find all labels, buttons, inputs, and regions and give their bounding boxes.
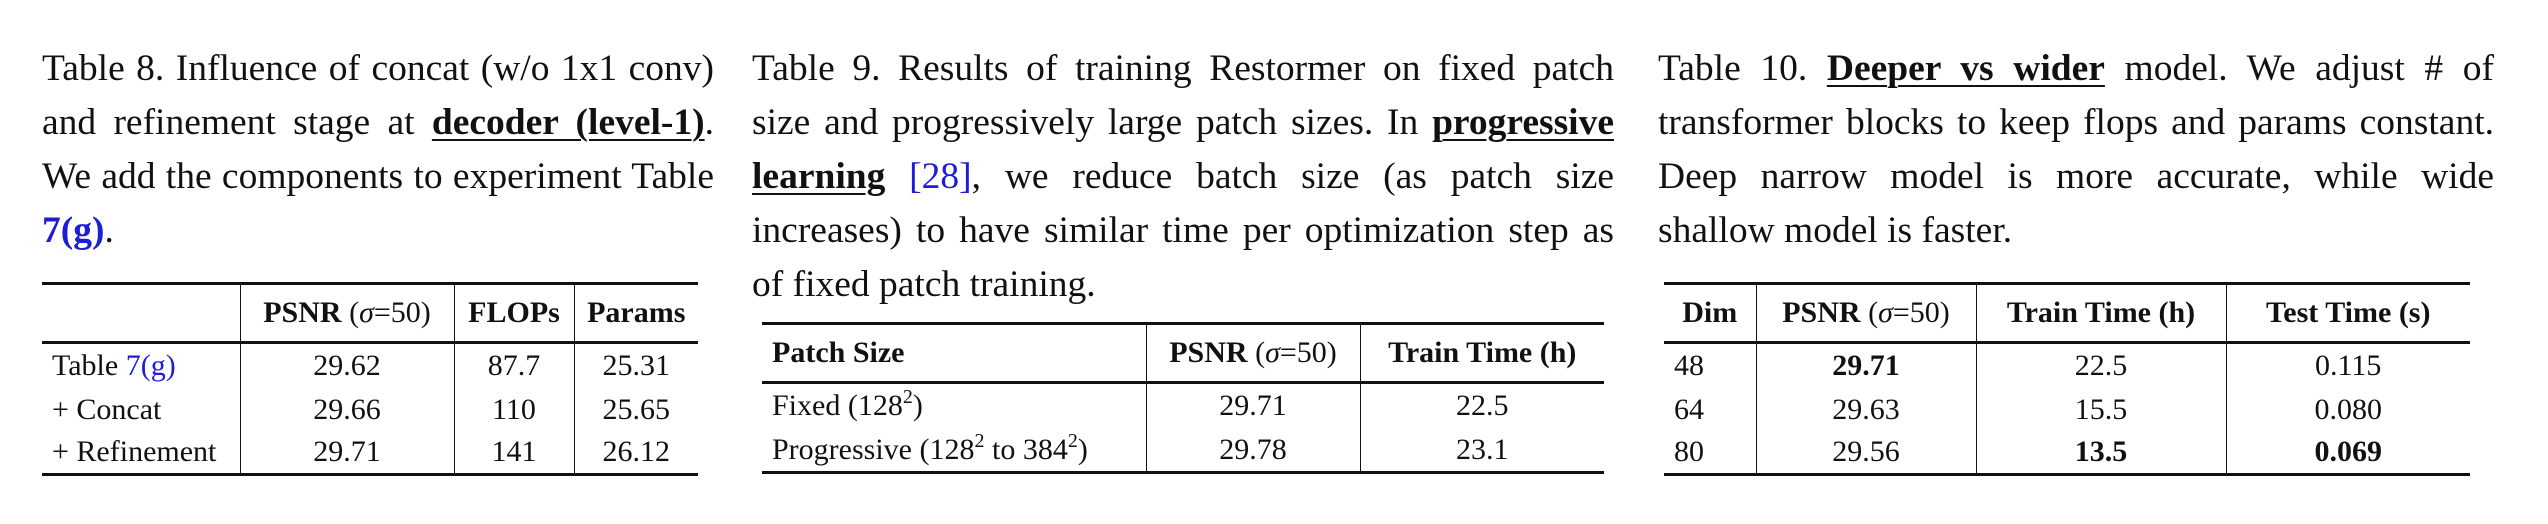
caption-bold: progressive learning	[752, 102, 1614, 197]
cell-params: 25.65	[602, 392, 671, 426]
table-row: Progressive (1282 to 3842) 29.78 23.1	[762, 428, 1604, 474]
cell-params: 25.31	[602, 349, 671, 383]
table10-block: Table 10. Deeper vs wider model. We adju…	[1658, 42, 2494, 476]
caption-text: , we reduce batch size (as patch size in…	[752, 156, 1615, 305]
cell-train-time: 13.5	[1976, 430, 2227, 476]
row-label: + Concat	[42, 388, 241, 431]
cell-psnr: 29.71	[1146, 382, 1361, 429]
table-row: Table 7(g) 29.62 87.7 25.31	[42, 342, 698, 389]
table10: Dim PSNR (σ=50) Train Time (h) Test Time…	[1664, 282, 2470, 476]
cell-train-time: 15.5	[1976, 388, 2227, 431]
header-train-time: Train Time (h)	[1976, 282, 2227, 344]
caption-text: Table 8. Influence of concat (w/o 1x1 co…	[42, 48, 714, 143]
cell-train-time: 22.5	[1456, 389, 1509, 423]
header-params: Params	[574, 282, 698, 344]
table9-block: Table 9. Results of training Restormer o…	[752, 42, 1614, 474]
table-row: 48 29.71 22.5 0.115	[1664, 342, 2470, 389]
citation-link[interactable]: [28]	[909, 156, 972, 197]
caption-text: Table 10.	[1658, 48, 1827, 89]
cell-test-time: 0.069	[2226, 430, 2470, 476]
row-label: Fixed (1282)	[762, 382, 1147, 429]
table8-block: Table 8. Influence of concat (w/o 1x1 co…	[42, 42, 714, 476]
header-train-time: Train Time (h)	[1360, 322, 1604, 384]
cell-dim: 48	[1664, 342, 1757, 389]
caption-text: . We add the components to experiment Ta…	[42, 102, 714, 197]
table9-caption: Table 9. Results of training Restormer o…	[752, 42, 1614, 312]
cell-dim: 80	[1664, 430, 1757, 476]
cell-psnr: 29.71	[240, 430, 455, 476]
table9: Patch Size PSNR (σ=50) Train Time (h) Fi…	[762, 322, 1604, 474]
header-empty	[42, 282, 241, 344]
table-row: 64 29.63 15.5 0.080	[1664, 388, 2470, 431]
header-psnr: PSNR (σ=50)	[1146, 322, 1361, 384]
cell-psnr: 29.56	[1756, 430, 1977, 476]
table-ref-link[interactable]: 7(g)	[42, 210, 105, 251]
cell-flops: 110	[454, 388, 575, 431]
caption-text: .	[104, 210, 114, 251]
table10-caption: Table 10. Deeper vs wider model. We adju…	[1658, 42, 2494, 258]
cell-flops: 141	[454, 430, 575, 476]
cell-params: 26.12	[574, 430, 698, 476]
table-row: Fixed (1282) 29.71 22.5	[762, 382, 1604, 429]
header-psnr: PSNR (σ=50)	[1756, 282, 1977, 344]
table8: PSNR (σ=50) FLOPs Params Table 7(g) 29.6…	[42, 282, 698, 476]
header-test-time: Test Time (s)	[2226, 282, 2470, 344]
row-label: + Refinement	[42, 430, 241, 476]
table-row: + Refinement 29.71 141 26.12	[42, 430, 698, 476]
header-psnr: PSNR (σ=50)	[240, 282, 455, 344]
header-flops: FLOPs	[454, 282, 575, 344]
caption-bold: Deeper vs wider	[1826, 48, 2105, 89]
cell-flops: 87.7	[454, 342, 575, 389]
table-header-row: Dim PSNR (σ=50) Train Time (h) Test Time…	[1664, 282, 2470, 344]
cell-test-time: 0.115	[2315, 349, 2382, 383]
cell-psnr: 29.66	[240, 388, 455, 431]
cell-psnr: 29.71	[1756, 342, 1977, 389]
cell-psnr: 29.78	[1146, 428, 1361, 474]
row-label: Progressive (1282 to 3842)	[762, 428, 1147, 474]
table-row: + Concat 29.66 110 25.65	[42, 388, 698, 431]
cell-psnr: 29.63	[1756, 388, 1977, 431]
cell-psnr: 29.62	[240, 342, 455, 389]
header-dim: Dim	[1664, 282, 1757, 344]
cell-test-time: 0.080	[2314, 392, 2383, 426]
header-patch-size: Patch Size	[762, 322, 1147, 384]
table-header-row: PSNR (σ=50) FLOPs Params	[42, 282, 698, 344]
cell-dim: 64	[1664, 388, 1757, 431]
table-ref-link[interactable]: 7(g)	[125, 349, 176, 383]
cell-train-time: 23.1	[1360, 428, 1604, 474]
caption-text: Table 9. Results of training Restormer o…	[752, 48, 1614, 143]
caption-bold: decoder (level-1)	[431, 102, 705, 143]
row-label: Table 7(g)	[42, 342, 241, 389]
table8-caption: Table 8. Influence of concat (w/o 1x1 co…	[42, 42, 714, 258]
table-header-row: Patch Size PSNR (σ=50) Train Time (h)	[762, 322, 1604, 384]
cell-train-time: 22.5	[1976, 342, 2227, 389]
caption-text: model. We adjust # of transformer blocks…	[1658, 48, 2495, 251]
table-row: 80 29.56 13.5 0.069	[1664, 430, 2470, 476]
